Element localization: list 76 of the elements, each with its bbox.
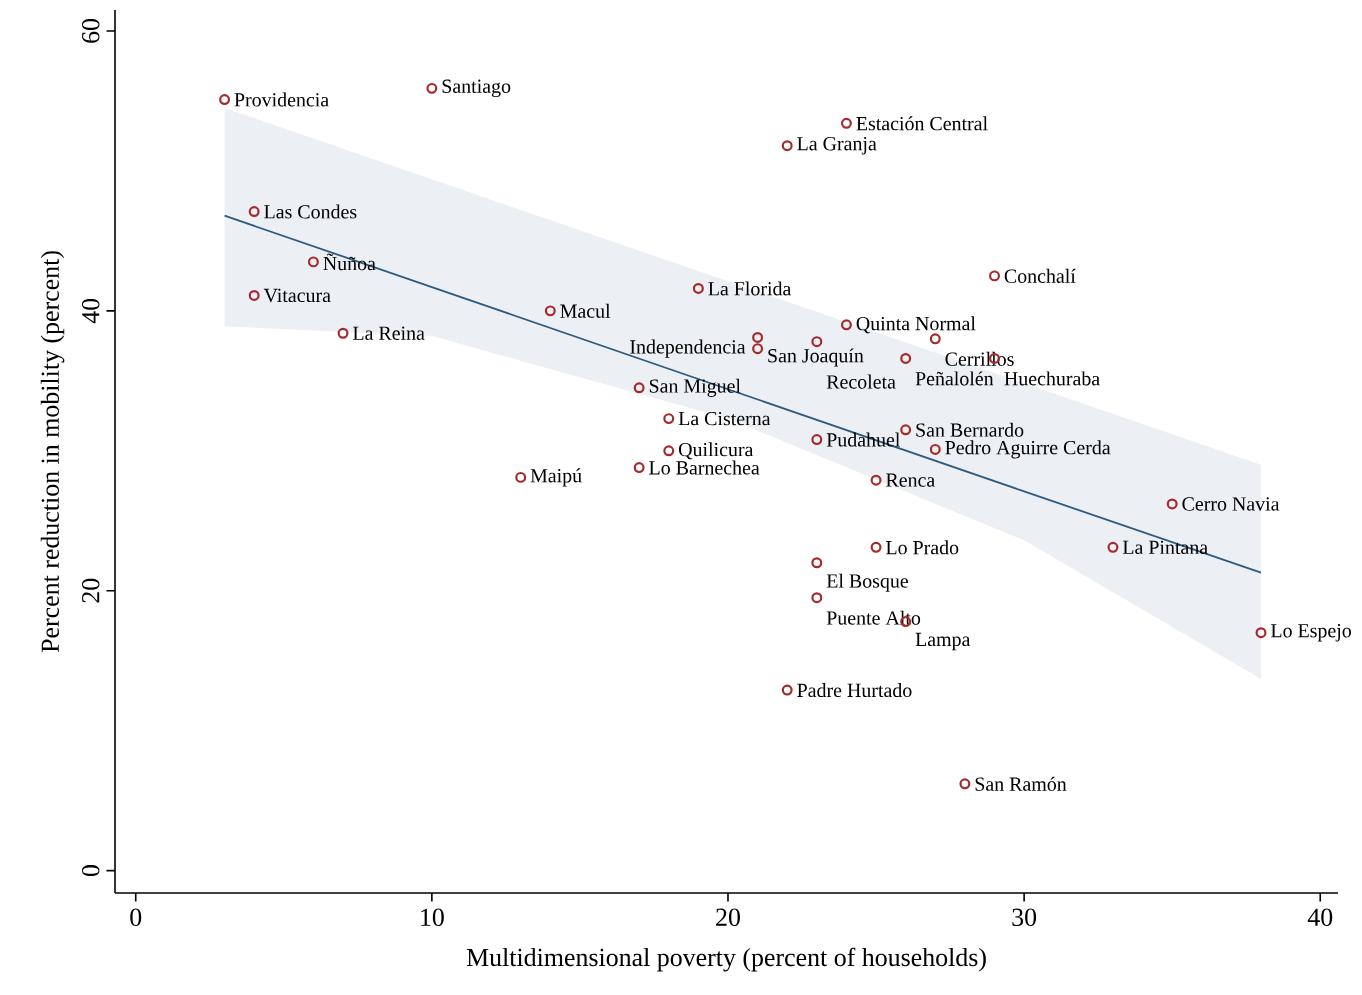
point — [633, 462, 645, 474]
annotation: San Joaquín — [768, 348, 864, 367]
point — [989, 270, 1000, 282]
annotation: Las Condes — [264, 204, 357, 219]
annotation: Renca — [886, 473, 935, 487]
point — [781, 684, 793, 696]
point — [870, 474, 882, 486]
point — [811, 434, 823, 446]
point — [1255, 627, 1267, 639]
point — [752, 331, 764, 343]
point — [663, 413, 675, 425]
point — [663, 445, 675, 457]
annotation: Vitacura — [263, 288, 331, 303]
point — [840, 117, 852, 129]
annotation: Padre Hurtado — [797, 683, 912, 698]
annotation: Macul — [560, 303, 611, 318]
annotation: Estación Central — [856, 116, 988, 131]
annotation: Recoleta — [826, 374, 896, 389]
annotation: Lampa — [915, 632, 971, 651]
y-tick-label: 20 — [81, 578, 100, 603]
x-tick-label: 0 — [130, 908, 142, 927]
annotation: Huechuraba — [1004, 371, 1100, 386]
annotation: San Bernardo — [916, 422, 1024, 437]
annotation: Cerro Navia — [1182, 497, 1280, 511]
y-tick-label: 40 — [81, 298, 100, 324]
x-tick-label: 20 — [716, 908, 740, 927]
point — [959, 778, 971, 790]
point — [544, 305, 556, 317]
annotation: La Cisterna — [678, 411, 771, 426]
point — [426, 82, 438, 94]
annotation: San Ramón — [975, 776, 1067, 791]
x-tick-label: 40 — [1307, 908, 1333, 927]
point — [870, 541, 882, 553]
point — [633, 382, 645, 394]
point — [811, 592, 823, 604]
annotation: Lo Prado — [886, 540, 959, 555]
point — [248, 289, 260, 301]
point — [781, 140, 793, 152]
annotation: La Florida — [708, 281, 792, 296]
annotation: Peñalolén — [915, 371, 994, 386]
annotation: La Granja — [797, 137, 877, 155]
annotation: Lo Barnechea — [649, 460, 760, 475]
annotation: Independencia — [630, 339, 746, 358]
point — [337, 327, 349, 339]
annotation: Lo Espejo — [1270, 624, 1352, 642]
annotation: Providencia — [234, 92, 329, 107]
annotation: Quilicura — [678, 442, 754, 460]
annotation: La Reina — [352, 326, 425, 340]
annotation: Conchalí — [1004, 268, 1076, 283]
annotation: Puente Alto — [826, 610, 921, 625]
point — [307, 256, 319, 268]
x-tick-label: 10 — [421, 908, 444, 927]
point — [811, 336, 823, 348]
x-tick-label: 30 — [1012, 908, 1037, 927]
annotation: El Bosque — [826, 573, 908, 592]
point — [752, 343, 764, 355]
y-tick-label: 60 — [81, 19, 100, 43]
annotation: Pedro Aguirre Cerda — [945, 440, 1111, 459]
point — [219, 94, 231, 106]
point — [811, 557, 823, 569]
y-axis-title: Percent reduction in mobility (percent) — [40, 251, 65, 653]
x-axis-title: Multidimensional poverty (percent of households) — [466, 947, 986, 972]
annotation: Santiago — [442, 79, 511, 98]
point — [515, 471, 527, 483]
point — [900, 352, 912, 364]
point — [248, 206, 260, 217]
point — [929, 333, 941, 345]
point — [900, 424, 912, 436]
y-tick-label: 0 — [81, 865, 100, 877]
annotation: Quinta Normal — [856, 316, 976, 334]
point — [1166, 498, 1178, 510]
point — [929, 443, 941, 455]
point — [1107, 541, 1119, 553]
point — [692, 282, 704, 294]
point — [840, 319, 852, 331]
annotation: Maipú — [530, 468, 582, 487]
